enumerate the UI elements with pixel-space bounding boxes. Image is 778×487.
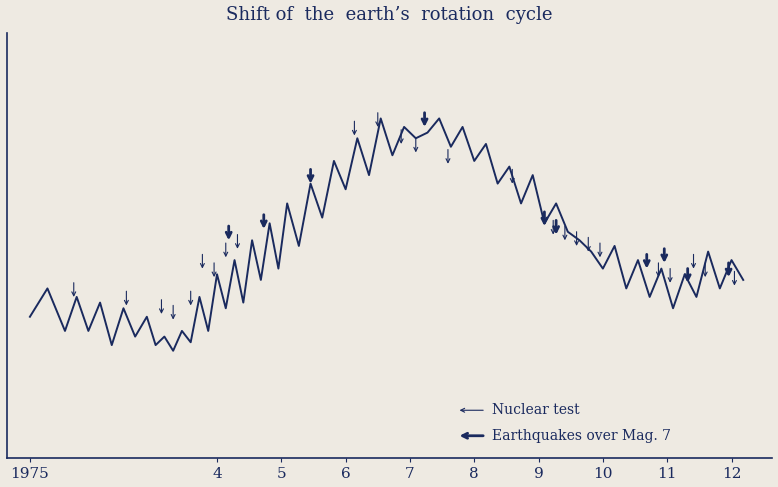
Text: Earthquakes over Mag. 7: Earthquakes over Mag. 7 — [492, 429, 671, 443]
Text: Nuclear test: Nuclear test — [492, 403, 580, 417]
Title: Shift of  the  earth’s  rotation  cycle: Shift of the earth’s rotation cycle — [226, 5, 552, 23]
